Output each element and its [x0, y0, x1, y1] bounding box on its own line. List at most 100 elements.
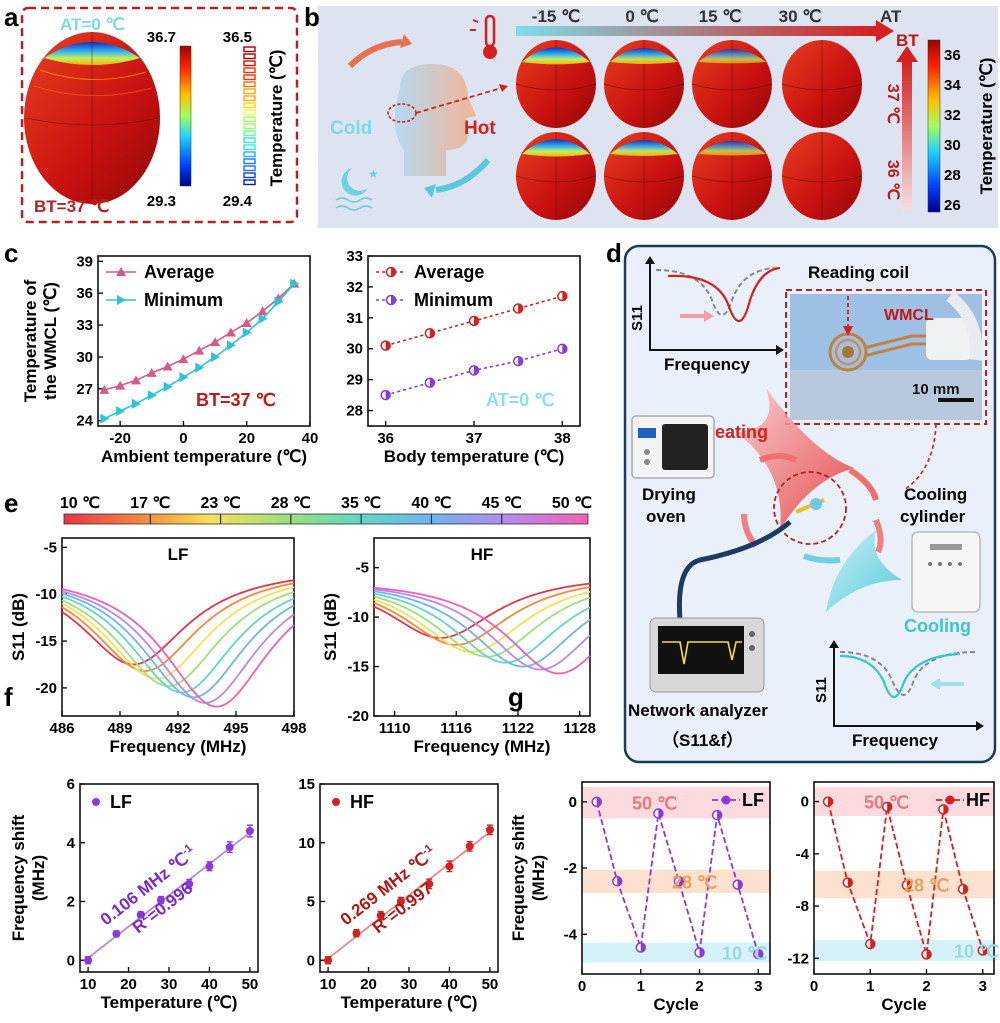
photo-frame	[785, 289, 987, 425]
plot-frame	[581, 781, 771, 975]
s11-graph-cooling: S11 Frequency	[813, 640, 984, 750]
temperature-band	[582, 786, 770, 819]
cycle-arrow-top	[347, 39, 403, 69]
head-sphere-model	[24, 32, 160, 204]
y-tick-label: -15	[35, 633, 57, 650]
data-point	[156, 896, 165, 905]
x-axis-label: Cycle	[653, 995, 698, 1014]
cycle-line	[827, 801, 984, 955]
data-point	[591, 796, 602, 808]
scale-label: 17 ℃	[130, 495, 170, 512]
night-moon-icon: ★	[335, 167, 379, 211]
plot-frame	[373, 537, 591, 717]
x-axis-label: Frequency (MHz)	[414, 737, 551, 756]
colorbar-b-tick: 30	[944, 137, 961, 154]
data-point	[635, 942, 646, 953]
y-tick-label: 32	[346, 279, 363, 296]
scale-label: 50 ℃	[552, 495, 592, 512]
chart-annotation: BT=37 ℃	[196, 390, 276, 410]
colorbar2-min: 29.4	[223, 193, 253, 210]
cooling-label: Cooling	[904, 616, 971, 636]
data-point	[396, 897, 405, 906]
contour-step	[243, 74, 256, 81]
contour-step	[243, 67, 256, 74]
temperature-band	[814, 940, 994, 961]
x-axis-label: Temperature (℃)	[101, 993, 238, 1012]
x-tick-label: 50	[242, 976, 259, 993]
y-tick-label: -12	[787, 950, 809, 967]
x-tick-label: 486	[49, 720, 74, 737]
data-point	[225, 843, 234, 852]
heat-cool-triangle	[736, 388, 902, 612]
data-point	[115, 380, 126, 390]
data-point	[290, 278, 300, 289]
y-tick-label: 31	[346, 310, 363, 327]
s11-curve-28	[373, 595, 591, 658]
sphere-model	[515, 40, 597, 128]
y-tick-label: 0	[67, 952, 75, 969]
x-tick-label: 10	[80, 976, 97, 993]
x-tick-label: 20	[360, 976, 377, 993]
legend-label: LF	[110, 792, 132, 812]
panel-label-d: d	[606, 238, 622, 268]
data-point	[385, 294, 397, 306]
data-point	[130, 375, 141, 385]
data-point	[865, 938, 876, 950]
data-point	[245, 827, 254, 835]
y-tick-label: -10	[35, 586, 57, 603]
band-label: 28 ℃	[904, 876, 949, 896]
x-tick-label: 37	[466, 430, 483, 447]
thermometer-icon	[470, 14, 497, 59]
data-point	[465, 842, 474, 851]
data-point	[274, 296, 284, 307]
s11-curve-40	[61, 592, 295, 699]
y-axis-label-line2: (MHz)	[29, 855, 48, 901]
body-temp-label: BT=37 ℃	[34, 197, 109, 216]
data-point	[901, 879, 913, 891]
data-point	[425, 879, 434, 888]
y-tick-label: 4	[67, 835, 76, 852]
sphere-model	[691, 40, 773, 128]
legend-marker	[721, 795, 731, 805]
x-axis-label: Frequency (MHz)	[110, 737, 247, 756]
x-tick-label: 1	[866, 978, 874, 995]
y-tick-label: -15	[347, 659, 369, 676]
chart-e-right: 1110 1116 1122 1128 -5 -10 -15 -20 HF Frequency (…	[321, 537, 596, 756]
scale-label: 45 ℃	[482, 495, 522, 512]
at-value: 0 ℃	[625, 7, 658, 26]
chart-c-left: -20 0 20 40 24 27 30 33 36 39 Average Minimum BT=37 …	[21, 253, 318, 466]
data-point	[117, 295, 126, 305]
legend-marker	[332, 798, 340, 806]
y-tick-label: 5	[307, 894, 315, 911]
y-tick-label: 24	[76, 413, 93, 430]
fit-line	[83, 828, 255, 962]
sphere-model	[781, 132, 863, 220]
hot-label: Hot	[464, 118, 496, 139]
contour-step	[243, 123, 256, 130]
y-tick-label: 0	[569, 794, 577, 811]
data-point	[385, 266, 397, 278]
data-point	[131, 398, 141, 409]
frequency-axis-label-top: Frequency	[664, 355, 751, 374]
x-tick-label: 40	[302, 430, 319, 447]
sphere-model	[691, 132, 773, 220]
colorbar1-min: 29.3	[147, 193, 176, 210]
contour-step	[243, 179, 256, 186]
x-tick-label: 3	[754, 978, 762, 995]
cooling-cylinder-icon	[911, 531, 981, 613]
data-point	[225, 327, 236, 337]
contour-step	[243, 165, 256, 172]
y-tick-label: 29	[346, 372, 363, 389]
y-tick-label: 36	[76, 285, 93, 302]
y-axis-label: S11 (dB)	[321, 593, 340, 661]
scale-label: 10 ℃	[60, 495, 100, 512]
data-point	[921, 949, 932, 960]
contour-step	[243, 88, 256, 95]
chart-g-left: 0 1 2 3 0 -2 -4 50 ℃ 28 ℃ 10 ℃ LF Cycle Frequency sh…	[509, 781, 771, 1014]
y-tick-label: -5	[44, 539, 57, 556]
y-tick-label: -20	[35, 680, 57, 697]
data-point	[257, 306, 268, 316]
network-analyzer-sublabel: （S11&f）	[662, 730, 743, 750]
y-axis-label-line2: the WMCL (℃)	[41, 282, 60, 400]
y-tick-label: 10	[298, 835, 315, 852]
